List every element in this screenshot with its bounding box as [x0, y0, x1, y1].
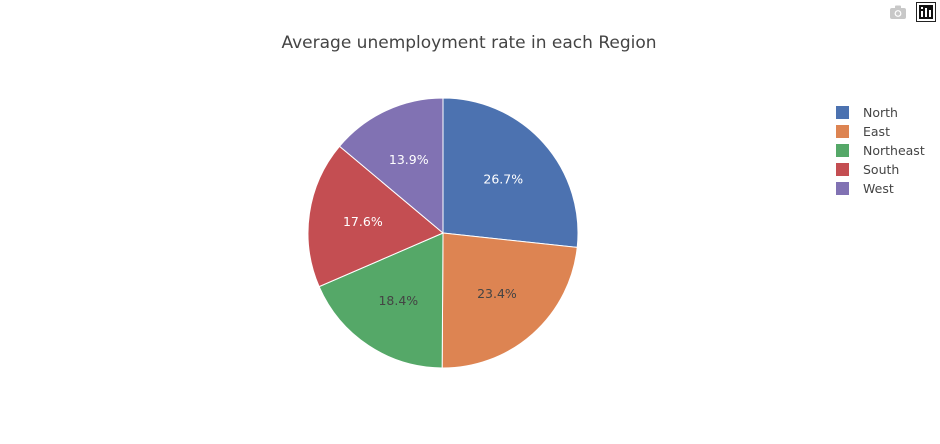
slice-label-east: 23.4%	[477, 286, 517, 301]
chart-title: Average unemployment rate in each Region	[281, 33, 656, 53]
pie-slice-west[interactable]	[338, 97, 444, 235]
legend-swatch	[836, 125, 849, 138]
pie-slice-labels: 26.7% 23.4% 18.4% 17.6% 13.9%	[343, 152, 523, 308]
legend-item-north[interactable]: North	[836, 105, 898, 120]
pie-slice-south[interactable]	[307, 145, 444, 288]
legend-label: North	[863, 105, 898, 120]
modebar	[888, 2, 936, 22]
slice-label-west: 13.9%	[389, 152, 429, 167]
legend-item-west[interactable]: West	[836, 181, 894, 196]
legend-item-east[interactable]: East	[836, 124, 890, 139]
slice-label-northeast: 18.4%	[378, 293, 418, 308]
legend-item-northeast[interactable]: Northeast	[836, 143, 925, 158]
legend-swatch	[836, 144, 849, 157]
slice-label-north: 26.7%	[483, 171, 523, 186]
legend-label: South	[863, 162, 899, 177]
pie-slice-east[interactable]	[441, 232, 578, 369]
plotly-logo-icon[interactable]	[916, 2, 936, 22]
legend-swatch	[836, 182, 849, 195]
legend: North East Northeast South West	[836, 105, 925, 196]
legend-label: East	[863, 124, 890, 139]
legend-label: West	[863, 181, 894, 196]
legend-item-south[interactable]: South	[836, 162, 899, 177]
legend-swatch	[836, 163, 849, 176]
pie-slice-northeast[interactable]	[318, 232, 444, 369]
pie-slice-north[interactable]	[442, 97, 579, 248]
legend-swatch	[836, 106, 849, 119]
legend-label: Northeast	[863, 143, 925, 158]
pie-slices	[307, 97, 579, 369]
camera-icon[interactable]	[888, 2, 908, 22]
slice-label-south: 17.6%	[343, 214, 383, 229]
